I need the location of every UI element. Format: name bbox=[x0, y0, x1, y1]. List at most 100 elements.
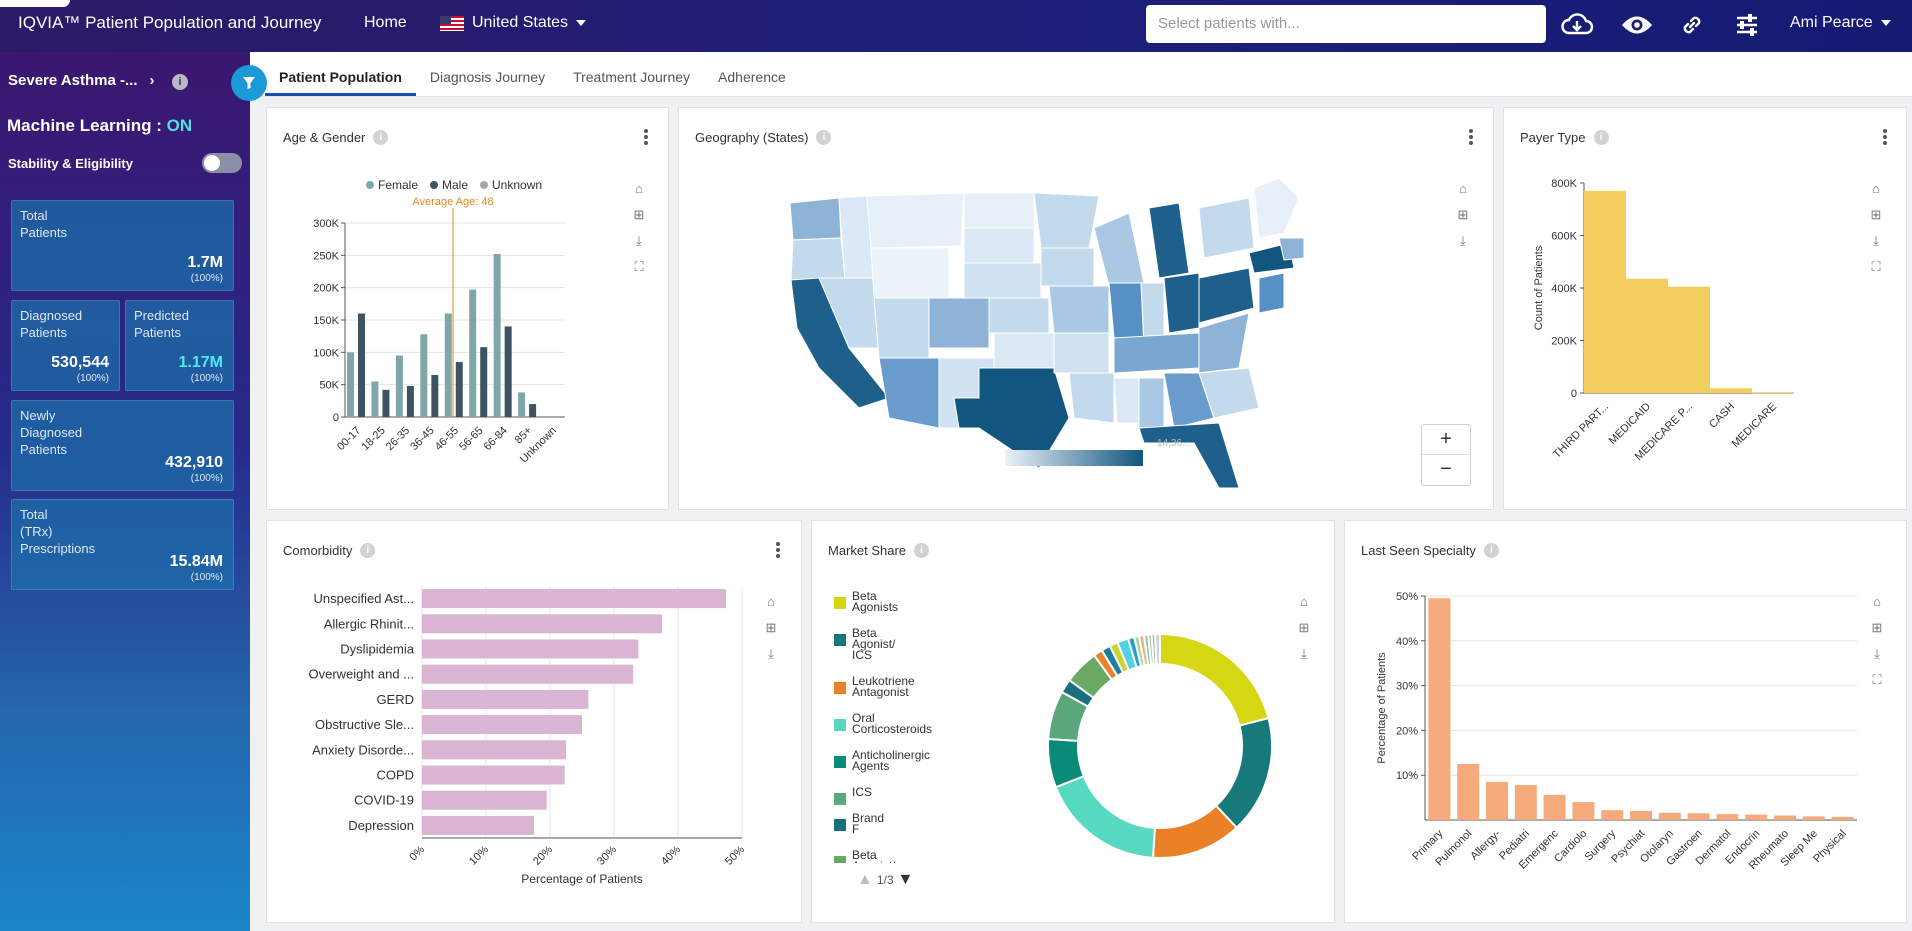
home-icon[interactable]: ⌂ bbox=[767, 594, 775, 609]
geography-panel: Geography (States) i ⌂ ⊞ ⤓ bbox=[678, 107, 1494, 510]
bar bbox=[1752, 392, 1794, 394]
more-menu-icon[interactable] bbox=[775, 541, 781, 559]
zoom-select-icon[interactable]: ⊞ bbox=[1298, 620, 1310, 635]
eye-icon[interactable] bbox=[1620, 10, 1654, 40]
tab-diagnosis-journey[interactable]: Diagnosis Journey bbox=[429, 69, 546, 85]
info-icon[interactable]: i bbox=[1593, 130, 1609, 145]
cloud-download-icon[interactable] bbox=[1560, 10, 1594, 40]
bar bbox=[1716, 814, 1739, 820]
diagnosed-patients-card[interactable]: Diagnosed Patients 530,544 (100%) bbox=[11, 300, 120, 391]
legend-item[interactable]: Beta Agonist/ bbox=[834, 849, 895, 863]
bar-male bbox=[504, 326, 512, 417]
predicted-patients-card[interactable]: Predicted Patients 1.17M (100%) bbox=[125, 300, 234, 391]
home-icon[interactable]: ⌂ bbox=[1459, 181, 1467, 196]
newly-diagnosed-card[interactable]: Newly Diagnosed Patients 432,910 (100%) bbox=[11, 400, 234, 491]
bar bbox=[1774, 815, 1796, 820]
info-icon[interactable]: i bbox=[816, 130, 832, 145]
nav-home-link[interactable]: Home bbox=[364, 14, 407, 31]
download-icon[interactable]: ⤓ bbox=[768, 646, 774, 661]
more-menu-icon[interactable] bbox=[1882, 128, 1888, 146]
payer-type-chart: 0 200K 400K 600K 800K Count of Patients THIRD … bbox=[1533, 178, 1794, 463]
info-icon[interactable]: i bbox=[172, 74, 188, 90]
zoom-select-icon[interactable]: ⊞ bbox=[633, 207, 645, 222]
more-menu-icon[interactable] bbox=[643, 128, 649, 146]
bar-male bbox=[406, 385, 414, 417]
brand-accent bbox=[0, 0, 70, 7]
state-region bbox=[878, 357, 940, 429]
legend-swatch bbox=[834, 634, 846, 646]
home-icon[interactable]: ⌂ bbox=[1300, 594, 1308, 609]
bar bbox=[1428, 598, 1451, 820]
zoom-select-icon[interactable]: ⊞ bbox=[1457, 207, 1469, 222]
age-gender-chart: Female Male Unknown 0 50K 100K 150K 200K 250K 300… bbox=[313, 178, 565, 466]
info-icon[interactable]: i bbox=[914, 543, 930, 558]
stability-toggle[interactable] bbox=[202, 153, 242, 173]
y-tick-label: 800K bbox=[1551, 178, 1577, 190]
legend-item[interactable]: Oral Corticosteroids bbox=[834, 712, 932, 735]
legend-item[interactable]: Beta Agonists bbox=[834, 591, 898, 613]
chevron-down-icon bbox=[576, 20, 587, 26]
expand-icon[interactable]: ⛶ bbox=[634, 259, 644, 274]
bar-male bbox=[529, 404, 537, 417]
payer-title: Payer Type bbox=[1520, 130, 1586, 145]
legend-label: Female bbox=[378, 178, 418, 192]
state-region bbox=[873, 297, 930, 359]
bar bbox=[422, 790, 547, 810]
info-icon[interactable]: i bbox=[373, 130, 389, 145]
legend-item[interactable]: Leukotriene Antagonist bbox=[834, 675, 915, 698]
legend-item[interactable]: Beta Agonist/ ICS bbox=[834, 627, 895, 661]
expand-icon[interactable]: ⛶ bbox=[1871, 259, 1881, 274]
patient-search-input[interactable]: Select patients with... bbox=[1146, 5, 1546, 43]
state-region bbox=[1113, 377, 1140, 424]
filter-button[interactable] bbox=[231, 65, 267, 101]
info-icon[interactable]: i bbox=[360, 543, 376, 558]
zoom-out-button[interactable]: − bbox=[1440, 458, 1452, 480]
x-tick-label: 20% bbox=[531, 843, 555, 867]
link-icon[interactable] bbox=[1675, 10, 1709, 40]
chevron-right-icon: › bbox=[149, 72, 155, 89]
y-tick-label: Anxiety Disorde... bbox=[312, 742, 414, 757]
download-icon[interactable]: ⤓ bbox=[1301, 646, 1307, 661]
download-icon[interactable]: ⤓ bbox=[636, 233, 642, 248]
bar bbox=[422, 664, 634, 684]
home-icon[interactable]: ⌂ bbox=[1872, 181, 1880, 196]
state-region bbox=[1253, 177, 1300, 239]
zoom-in-button[interactable]: + bbox=[1422, 425, 1470, 455]
page-up-icon[interactable]: ▲ bbox=[857, 871, 873, 888]
legend-item[interactable]: Brand F bbox=[834, 812, 884, 835]
zoom-select-icon[interactable]: ⊞ bbox=[1871, 620, 1883, 635]
sliders-icon[interactable] bbox=[1730, 10, 1764, 40]
tab-adherence[interactable]: Adherence bbox=[718, 69, 786, 85]
download-icon[interactable]: ⤓ bbox=[1460, 233, 1466, 248]
legend-item[interactable]: ICS bbox=[834, 786, 872, 805]
cohort-name: Severe Asthma -... bbox=[8, 72, 138, 89]
state-region bbox=[1068, 372, 1115, 424]
total-patients-card[interactable]: Total Patients 1.7M (100%) bbox=[11, 200, 234, 291]
home-icon[interactable]: ⌂ bbox=[1873, 594, 1881, 609]
home-icon[interactable]: ⌂ bbox=[635, 181, 643, 196]
bar bbox=[1687, 813, 1710, 820]
total-prescriptions-card[interactable]: Total (TRx) Prescriptions 15.84M (100%) bbox=[11, 499, 234, 590]
sidebar: Severe Asthma -... › i Machine Learning … bbox=[0, 52, 250, 931]
legend-item[interactable]: Anticholinergic Agents bbox=[834, 749, 930, 772]
user-menu[interactable]: Ami Pearce bbox=[1790, 14, 1891, 32]
info-icon[interactable]: i bbox=[1483, 543, 1499, 558]
zoom-select-icon[interactable]: ⊞ bbox=[765, 620, 777, 635]
zoom-select-icon[interactable]: ⊞ bbox=[1870, 207, 1882, 222]
us-states-map[interactable] bbox=[779, 168, 1379, 498]
country-selector[interactable]: United States bbox=[440, 14, 587, 32]
download-icon[interactable]: ⤓ bbox=[1874, 646, 1880, 661]
y-tick-label: Overweight and ... bbox=[309, 667, 415, 682]
bar bbox=[422, 639, 639, 659]
page-down-icon[interactable]: ▼ bbox=[897, 871, 914, 888]
app-title[interactable]: IQVIA™ Patient Population and Journey bbox=[18, 13, 322, 32]
download-icon[interactable]: ⤓ bbox=[1873, 233, 1879, 248]
cohort-selector[interactable]: Severe Asthma -... › bbox=[8, 72, 155, 89]
tab-patient-population[interactable]: Patient Population bbox=[265, 56, 416, 96]
y-tick-label: 150K bbox=[313, 315, 339, 327]
tab-treatment-journey[interactable]: Treatment Journey bbox=[573, 69, 691, 85]
x-tick-label: 18-25 bbox=[359, 425, 387, 453]
more-menu-icon[interactable] bbox=[1468, 128, 1474, 146]
expand-icon[interactable]: ⛶ bbox=[1872, 672, 1882, 687]
legend-marker bbox=[366, 181, 374, 189]
